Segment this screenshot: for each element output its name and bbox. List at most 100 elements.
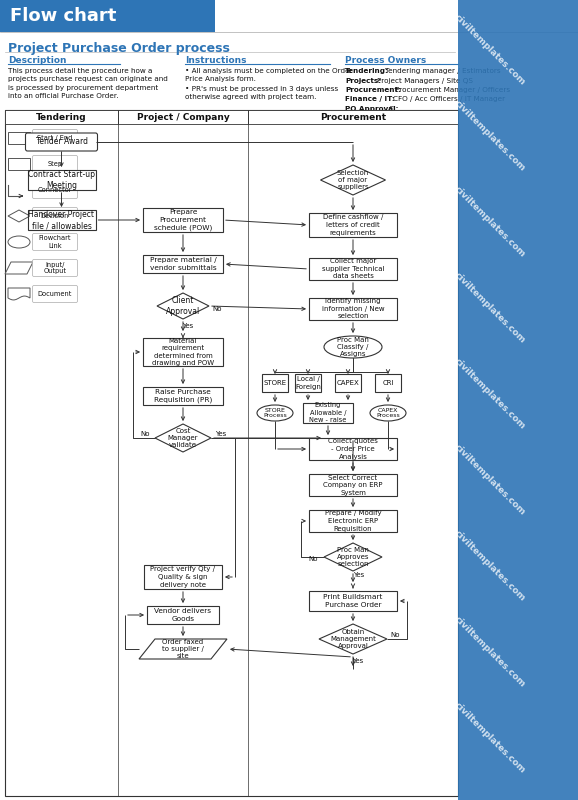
Text: Prepare
Procurement
schedule (POW): Prepare Procurement schedule (POW) <box>154 210 212 230</box>
Text: Local /
Foreign: Local / Foreign <box>295 376 321 390</box>
FancyBboxPatch shape <box>0 0 215 32</box>
Text: Project Purchase Order process: Project Purchase Order process <box>8 42 230 55</box>
FancyBboxPatch shape <box>295 374 321 392</box>
Text: Flow chart: Flow chart <box>10 7 116 25</box>
FancyBboxPatch shape <box>309 258 397 280</box>
Text: Projects:: Projects: <box>345 78 381 83</box>
Text: Vendor delivers
Goods: Vendor delivers Goods <box>154 608 212 622</box>
Text: No: No <box>390 632 400 638</box>
Text: Procurement Manager / Officers: Procurement Manager / Officers <box>395 87 510 93</box>
Text: C...: C... <box>389 106 401 112</box>
Text: Client
Approval: Client Approval <box>166 296 200 316</box>
FancyBboxPatch shape <box>32 234 77 250</box>
FancyBboxPatch shape <box>32 182 77 198</box>
Text: Start / End: Start / End <box>38 135 73 141</box>
Text: civiltemplates.com: civiltemplates.com <box>453 701 527 775</box>
FancyBboxPatch shape <box>458 0 578 800</box>
Polygon shape <box>319 624 387 654</box>
FancyBboxPatch shape <box>303 403 353 423</box>
Text: Tendering:: Tendering: <box>345 68 389 74</box>
Text: Proc Man
Approves
selection: Proc Man Approves selection <box>337 547 369 567</box>
Text: Material
requirement
determined from
drawing and POW: Material requirement determined from dra… <box>152 338 214 366</box>
Text: Step: Step <box>47 161 62 167</box>
FancyBboxPatch shape <box>32 207 77 225</box>
Text: Selection
of major
suppliers: Selection of major suppliers <box>337 170 369 190</box>
FancyBboxPatch shape <box>32 286 77 302</box>
FancyBboxPatch shape <box>143 255 223 273</box>
Text: CRI: CRI <box>382 380 394 386</box>
FancyBboxPatch shape <box>5 110 458 796</box>
Polygon shape <box>324 543 382 571</box>
Text: civiltemplates.com: civiltemplates.com <box>453 614 527 690</box>
Text: Contract Start-up
Meeting: Contract Start-up Meeting <box>28 170 95 190</box>
Polygon shape <box>5 262 33 274</box>
FancyBboxPatch shape <box>8 158 30 170</box>
FancyBboxPatch shape <box>215 0 578 32</box>
Text: Document: Document <box>38 291 72 297</box>
Text: Description: Description <box>8 56 66 65</box>
FancyBboxPatch shape <box>335 374 361 392</box>
Text: Project / Company: Project / Company <box>136 113 229 122</box>
Polygon shape <box>139 639 227 659</box>
Polygon shape <box>155 424 211 452</box>
FancyBboxPatch shape <box>309 298 397 320</box>
FancyBboxPatch shape <box>309 510 397 532</box>
Text: Collect major
supplier Technical
data sheets: Collect major supplier Technical data sh… <box>322 258 384 279</box>
FancyBboxPatch shape <box>32 130 77 146</box>
Text: Tendering manager / Estimators: Tendering manager / Estimators <box>385 68 501 74</box>
Text: civiltemplates.com: civiltemplates.com <box>453 357 527 431</box>
FancyBboxPatch shape <box>262 374 288 392</box>
FancyBboxPatch shape <box>118 110 248 124</box>
Text: Raise Purchase
Requisition (PR): Raise Purchase Requisition (PR) <box>154 389 212 403</box>
Text: civiltemplates.com: civiltemplates.com <box>453 529 527 603</box>
FancyBboxPatch shape <box>143 208 223 232</box>
Text: Decision: Decision <box>41 213 69 219</box>
Text: civiltemplates.com: civiltemplates.com <box>453 98 527 174</box>
Text: No: No <box>308 556 318 562</box>
FancyBboxPatch shape <box>248 110 458 124</box>
Text: PO Approval:: PO Approval: <box>345 106 398 112</box>
Text: civiltemplates.com: civiltemplates.com <box>453 442 527 518</box>
Ellipse shape <box>324 336 382 358</box>
FancyBboxPatch shape <box>309 213 397 237</box>
FancyBboxPatch shape <box>309 438 397 460</box>
Text: Handover Project
file / allowables: Handover Project file / allowables <box>28 210 94 230</box>
Text: Cost
Manager
validate: Cost Manager validate <box>168 428 198 448</box>
Text: Instructions: Instructions <box>185 56 246 65</box>
Text: STORE
Process: STORE Process <box>263 408 287 418</box>
Text: No: No <box>140 431 150 437</box>
Text: STORE: STORE <box>264 380 287 386</box>
Text: Yes: Yes <box>216 431 227 437</box>
Text: Obtain
Management
Approval: Obtain Management Approval <box>330 629 376 649</box>
Polygon shape <box>8 288 30 300</box>
Text: Identify missing
information / New
selection: Identify missing information / New selec… <box>322 298 384 319</box>
Text: Connector: Connector <box>38 187 72 193</box>
Text: Order faxed
to supplier /
site: Order faxed to supplier / site <box>162 639 204 659</box>
Text: Print Buildsmart
Purchase Order: Print Buildsmart Purchase Order <box>323 594 383 608</box>
FancyBboxPatch shape <box>309 474 397 496</box>
FancyBboxPatch shape <box>309 591 397 611</box>
Text: Finance / IT:: Finance / IT: <box>345 97 395 102</box>
FancyBboxPatch shape <box>147 606 219 624</box>
Polygon shape <box>157 293 209 319</box>
Text: Tendering: Tendering <box>36 113 87 122</box>
Polygon shape <box>320 165 386 195</box>
Text: Input/
Output: Input/ Output <box>43 262 66 274</box>
FancyBboxPatch shape <box>32 155 77 173</box>
Text: Yes: Yes <box>183 323 194 329</box>
Ellipse shape <box>370 405 406 421</box>
FancyBboxPatch shape <box>5 110 118 124</box>
FancyBboxPatch shape <box>25 133 98 151</box>
Ellipse shape <box>8 236 30 248</box>
FancyBboxPatch shape <box>28 170 95 190</box>
Text: Procurement:: Procurement: <box>345 87 401 93</box>
Text: CAPEX: CAPEX <box>336 380 360 386</box>
Text: Flowchart
Link: Flowchart Link <box>39 235 71 249</box>
FancyBboxPatch shape <box>8 132 30 144</box>
Text: • All analysis must be completed on the Order
Price Analysis form.: • All analysis must be completed on the … <box>185 68 353 82</box>
Text: This process detail the procedure how a
projects purchase request can originate : This process detail the procedure how a … <box>8 68 168 99</box>
Text: CAPEX
Process: CAPEX Process <box>376 408 400 418</box>
FancyBboxPatch shape <box>28 210 95 230</box>
Text: Tender Award: Tender Award <box>35 138 87 146</box>
Ellipse shape <box>257 405 293 421</box>
